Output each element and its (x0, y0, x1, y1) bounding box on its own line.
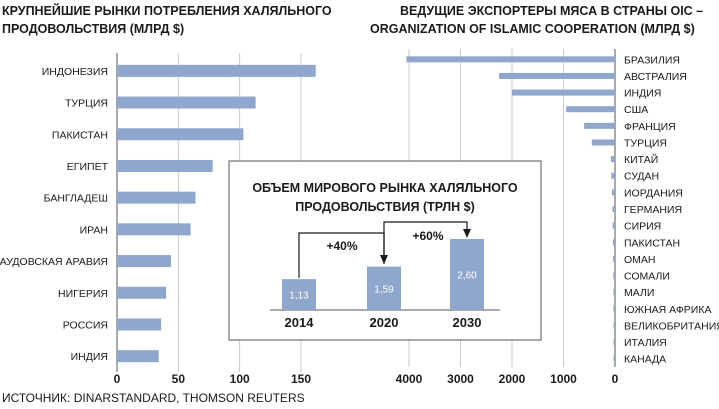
category-label-иордания: ИОРДАНИЯ (624, 187, 683, 199)
bar-судан (611, 172, 615, 179)
category-label-германия: ГЕРМАНИЯ (624, 204, 682, 216)
category-label-бангладеш: БАНГЛАДЕШ (44, 193, 108, 205)
category-label-сша: США (624, 104, 648, 116)
tick-label-150: 150 (291, 372, 311, 386)
category-label-турция: ТУРЦИЯ (65, 98, 108, 110)
bar-россия (117, 318, 162, 331)
bar-саудовская-аравия (117, 255, 171, 268)
category-label-турция: ТУРЦИЯ (624, 137, 667, 149)
category-label-нигерия: НИГЕРИЯ (58, 288, 108, 300)
growth-arrow-2020-2030 (383, 221, 468, 264)
bar-2020 (367, 266, 401, 310)
bar-нигерия (117, 286, 167, 299)
bar-канада (613, 355, 615, 362)
bar-иран (117, 223, 191, 236)
right-chart-title-line-2: ORGANIZATION OF ISLAMIC COOPERATION (МЛР… (370, 22, 695, 36)
bar-индия (117, 350, 159, 363)
left-chart-title-line-2: ПРОДОВОЛЬСТВИЯ (МЛРД $) (2, 22, 184, 36)
category-label-пакистан: ПАКИСТАН (624, 237, 680, 249)
bar-турция (117, 96, 256, 109)
year-label-2020: 2020 (370, 315, 399, 330)
category-label-китай: КИТАЙ (624, 153, 658, 166)
category-label-австралия: АВСТРАЛИЯ (624, 71, 687, 83)
inset-title-line-1: ОБЪЕМ МИРОВОГО РЫНКА ХАЛЯЛЬНОГО (252, 181, 518, 195)
bar-турция (591, 139, 615, 146)
tick-label-100: 100 (230, 372, 250, 386)
bar-бразилия (406, 56, 615, 63)
category-label-канада: КАНАДА (624, 354, 666, 366)
left-chart-bars (117, 64, 316, 363)
category-label-иран: ИРАН (80, 224, 108, 236)
bar-италия (613, 339, 615, 346)
bar-сша (566, 106, 615, 113)
bar-египет (117, 159, 213, 172)
value-label-2020: 1,59 (374, 284, 394, 295)
right-chart-bars (406, 56, 615, 362)
bar-2014 (282, 279, 316, 310)
bar-2030 (450, 239, 484, 310)
bar-пакистан (612, 239, 615, 246)
category-label-индия: ИНДИЯ (624, 88, 661, 100)
category-label-египет: ЕГИПЕТ (67, 161, 109, 173)
bar-австралия (499, 72, 615, 79)
category-label-сомали: СОМАЛИ (624, 271, 670, 283)
tick-label-1000: 1000 (550, 372, 577, 386)
bar-сомали (613, 272, 615, 279)
category-label-индия: ИНДИЯ (71, 351, 108, 363)
bar-китай (610, 156, 615, 163)
bar-великобритания (613, 322, 615, 329)
source-note: ИСТОЧНИК: DINARSTANDARD, THOMSON REUTERS (2, 391, 305, 405)
year-label-2014: 2014 (285, 315, 315, 330)
inset-title-line-2: ПРОДОВОЛЬСТВИЯ (ТРЛН $) (295, 200, 474, 214)
bar-мали (613, 289, 615, 296)
bar-сирия (612, 222, 615, 229)
left-chart-x-axis: 0 50 100 150 (114, 372, 312, 386)
tick-label-0: 0 (612, 372, 619, 386)
category-label-пакистан: ПАКИСТАН (52, 129, 108, 141)
category-label-великобритания: ВЕЛИКОБРИТАНИЯ (624, 320, 719, 332)
tick-label-50: 50 (172, 372, 186, 386)
left-chart-title-line-1: КРУПНЕЙШИЕ РЫНКИ ПОТРЕБЛЕНИЯ ХАЛЯЛЬНОГО (2, 3, 332, 18)
value-label-2014: 1,13 (289, 291, 309, 302)
tick-label-0: 0 (114, 372, 121, 386)
bar-индонезия (117, 64, 316, 77)
bar-иордания (611, 189, 615, 196)
right-chart-title-line-1: ВЕДУЩИЕ ЭКСПОРТЕРЫ МЯСА В СТРАНЫ OIC – (400, 4, 703, 18)
year-label-2030: 2030 (453, 315, 482, 330)
category-label-италия: ИТАЛИЯ (624, 337, 667, 349)
bar-оман (612, 255, 615, 262)
tick-label-4000: 4000 (396, 372, 423, 386)
tick-label-2000: 2000 (499, 372, 526, 386)
category-label-индонезия: ИНДОНЕЗИЯ (42, 66, 108, 78)
category-label-судан: СУДАН (624, 171, 659, 183)
left-chart-category-labels: ИНДОНЕЗИЯ ТУРЦИЯ ПАКИСТАН ЕГИПЕТ БАНГЛАДЕШ ИР… (0, 66, 109, 363)
category-label-россия: РОССИЯ (63, 319, 108, 331)
inset-growth-arrows (298, 221, 471, 278)
category-label-саудовская-аравия: САУДОВСКАЯ АРАВИЯ (0, 256, 108, 268)
bar-франция (584, 122, 615, 129)
category-label-бразилия: БРАЗИЛИЯ (624, 54, 680, 66)
bar-бангладеш (117, 191, 196, 204)
bar-германия (612, 206, 615, 212)
category-label-франция: ФРАНЦИЯ (624, 121, 676, 133)
category-label-мали: МАЛИ (624, 287, 654, 299)
right-chart-x-axis: 4000 3000 2000 1000 0 (396, 372, 619, 386)
right-chart-category-labels: БРАЗИЛИЯ АВСТРАЛИЯ ИНДИЯ США ФРАНЦИЯ ТУРЦИЯ КИ… (624, 54, 719, 365)
arrowhead-2030 (463, 229, 471, 238)
growth-label-2030: +60% (412, 229, 443, 243)
category-label-оман: ОМАН (624, 254, 656, 266)
bar-южная-африка (613, 305, 615, 312)
tick-label-3000: 3000 (447, 372, 474, 386)
growth-label-2020: +40% (326, 239, 357, 253)
category-label-сирия: СИРИЯ (624, 221, 661, 233)
bar-индия (512, 89, 615, 96)
category-label-южная-африка: ЮЖНАЯ АФРИКА (624, 304, 711, 316)
value-label-2030: 2,60 (457, 271, 477, 282)
inset-bars: 1,13 2014 1,59 2020 2,60 2030 (270, 239, 500, 330)
bar-пакистан (117, 128, 244, 141)
